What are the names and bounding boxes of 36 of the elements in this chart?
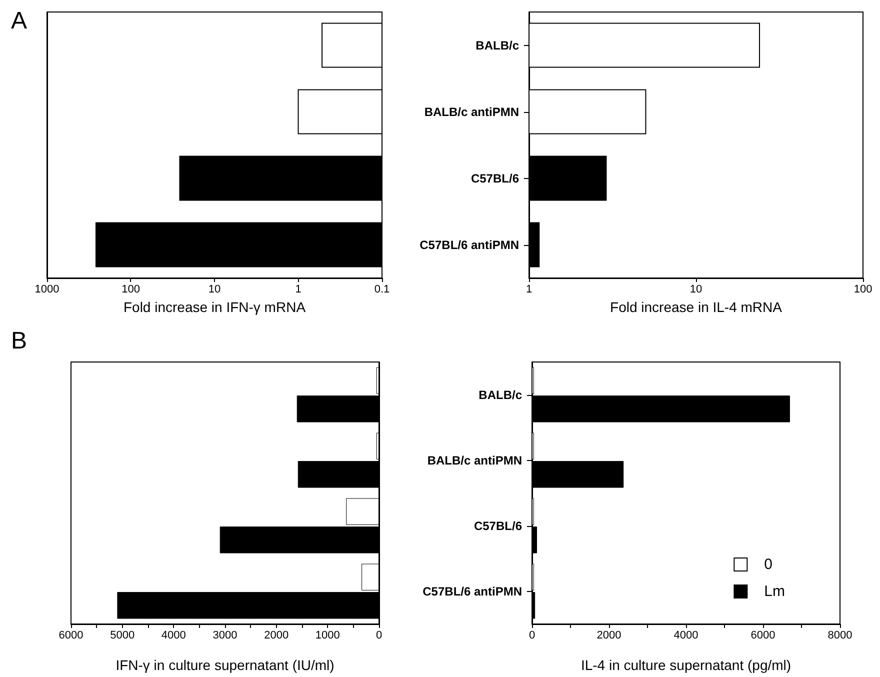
x-tick-label: 100 [854, 284, 872, 296]
legend-label: Lm [764, 583, 786, 600]
y-tick-label: C57BL/6 antiPMN [420, 238, 519, 252]
x-tick-label: 10 [690, 284, 702, 296]
chart-title: A [11, 8, 28, 34]
x-tick-label: 6000 [58, 630, 84, 642]
x-tick-label: 0.1 [374, 284, 390, 296]
legend-label: 0 [764, 556, 773, 573]
y-tick-label: BALB/c antiPMN [427, 453, 522, 468]
x-tick-label: 5000 [110, 630, 135, 642]
x-axis-title: Fold increase in IFN-γ mRNA [123, 299, 306, 315]
x-tick-label: 2000 [264, 630, 289, 642]
y-tick-label: C57BL/6 [470, 171, 520, 186]
y-tick-label: C57BL/6 antiPMN [422, 584, 522, 598]
x-tick-label: 3000 [212, 630, 238, 642]
x-tick-label: 1000 [315, 630, 340, 642]
y-tick-label: BALB/c antiPMN [424, 104, 519, 119]
x-tick-label: 1 [526, 284, 532, 296]
y-tick-label: BALB/c [476, 38, 520, 52]
y-tick-label: C57BL/6 [474, 518, 522, 533]
x-tick-label: 6000 [750, 630, 776, 642]
y-tick-label: BALB/c [478, 388, 522, 402]
chart-title: B [11, 328, 28, 354]
x-tick-label: 8000 [828, 630, 852, 642]
x-axis-title: Fold increase in IL-4 mRNA [610, 299, 783, 315]
x-tick-label: 100 [122, 284, 140, 296]
x-tick-label: 4000 [674, 630, 698, 642]
x-tick-label: 4000 [161, 630, 186, 642]
x-tick-label: 10 [208, 284, 221, 296]
x-tick-label: 2000 [596, 630, 622, 642]
x-axis-title: IFN-γ in culture supernatant (IU/ml) [116, 657, 334, 673]
x-axis-title: IL-4 in culture supernatant (pg/ml) [580, 657, 792, 673]
x-tick-label: 1 [295, 284, 302, 296]
x-tick-label: 1000 [34, 284, 60, 296]
x-tick-label: 0 [376, 630, 382, 642]
x-tick-label: 0 [528, 630, 536, 642]
